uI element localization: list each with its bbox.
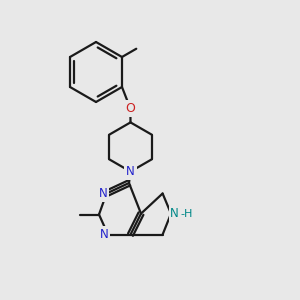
Text: O: O bbox=[125, 102, 135, 115]
Text: N: N bbox=[170, 207, 179, 220]
Text: N: N bbox=[126, 165, 135, 178]
Text: -H: -H bbox=[181, 209, 193, 219]
Text: N: N bbox=[100, 228, 109, 241]
Text: N: N bbox=[98, 187, 107, 200]
